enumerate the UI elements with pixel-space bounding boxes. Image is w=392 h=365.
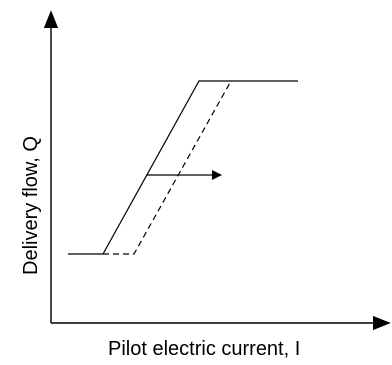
dashed-shifted-flow-curve: [103, 80, 232, 255]
solid-flow-curve: [68, 80, 298, 255]
y-axis-label: Delivery flow, Q: [20, 136, 42, 275]
x-axis-label: Pilot electric current, I: [108, 338, 300, 360]
